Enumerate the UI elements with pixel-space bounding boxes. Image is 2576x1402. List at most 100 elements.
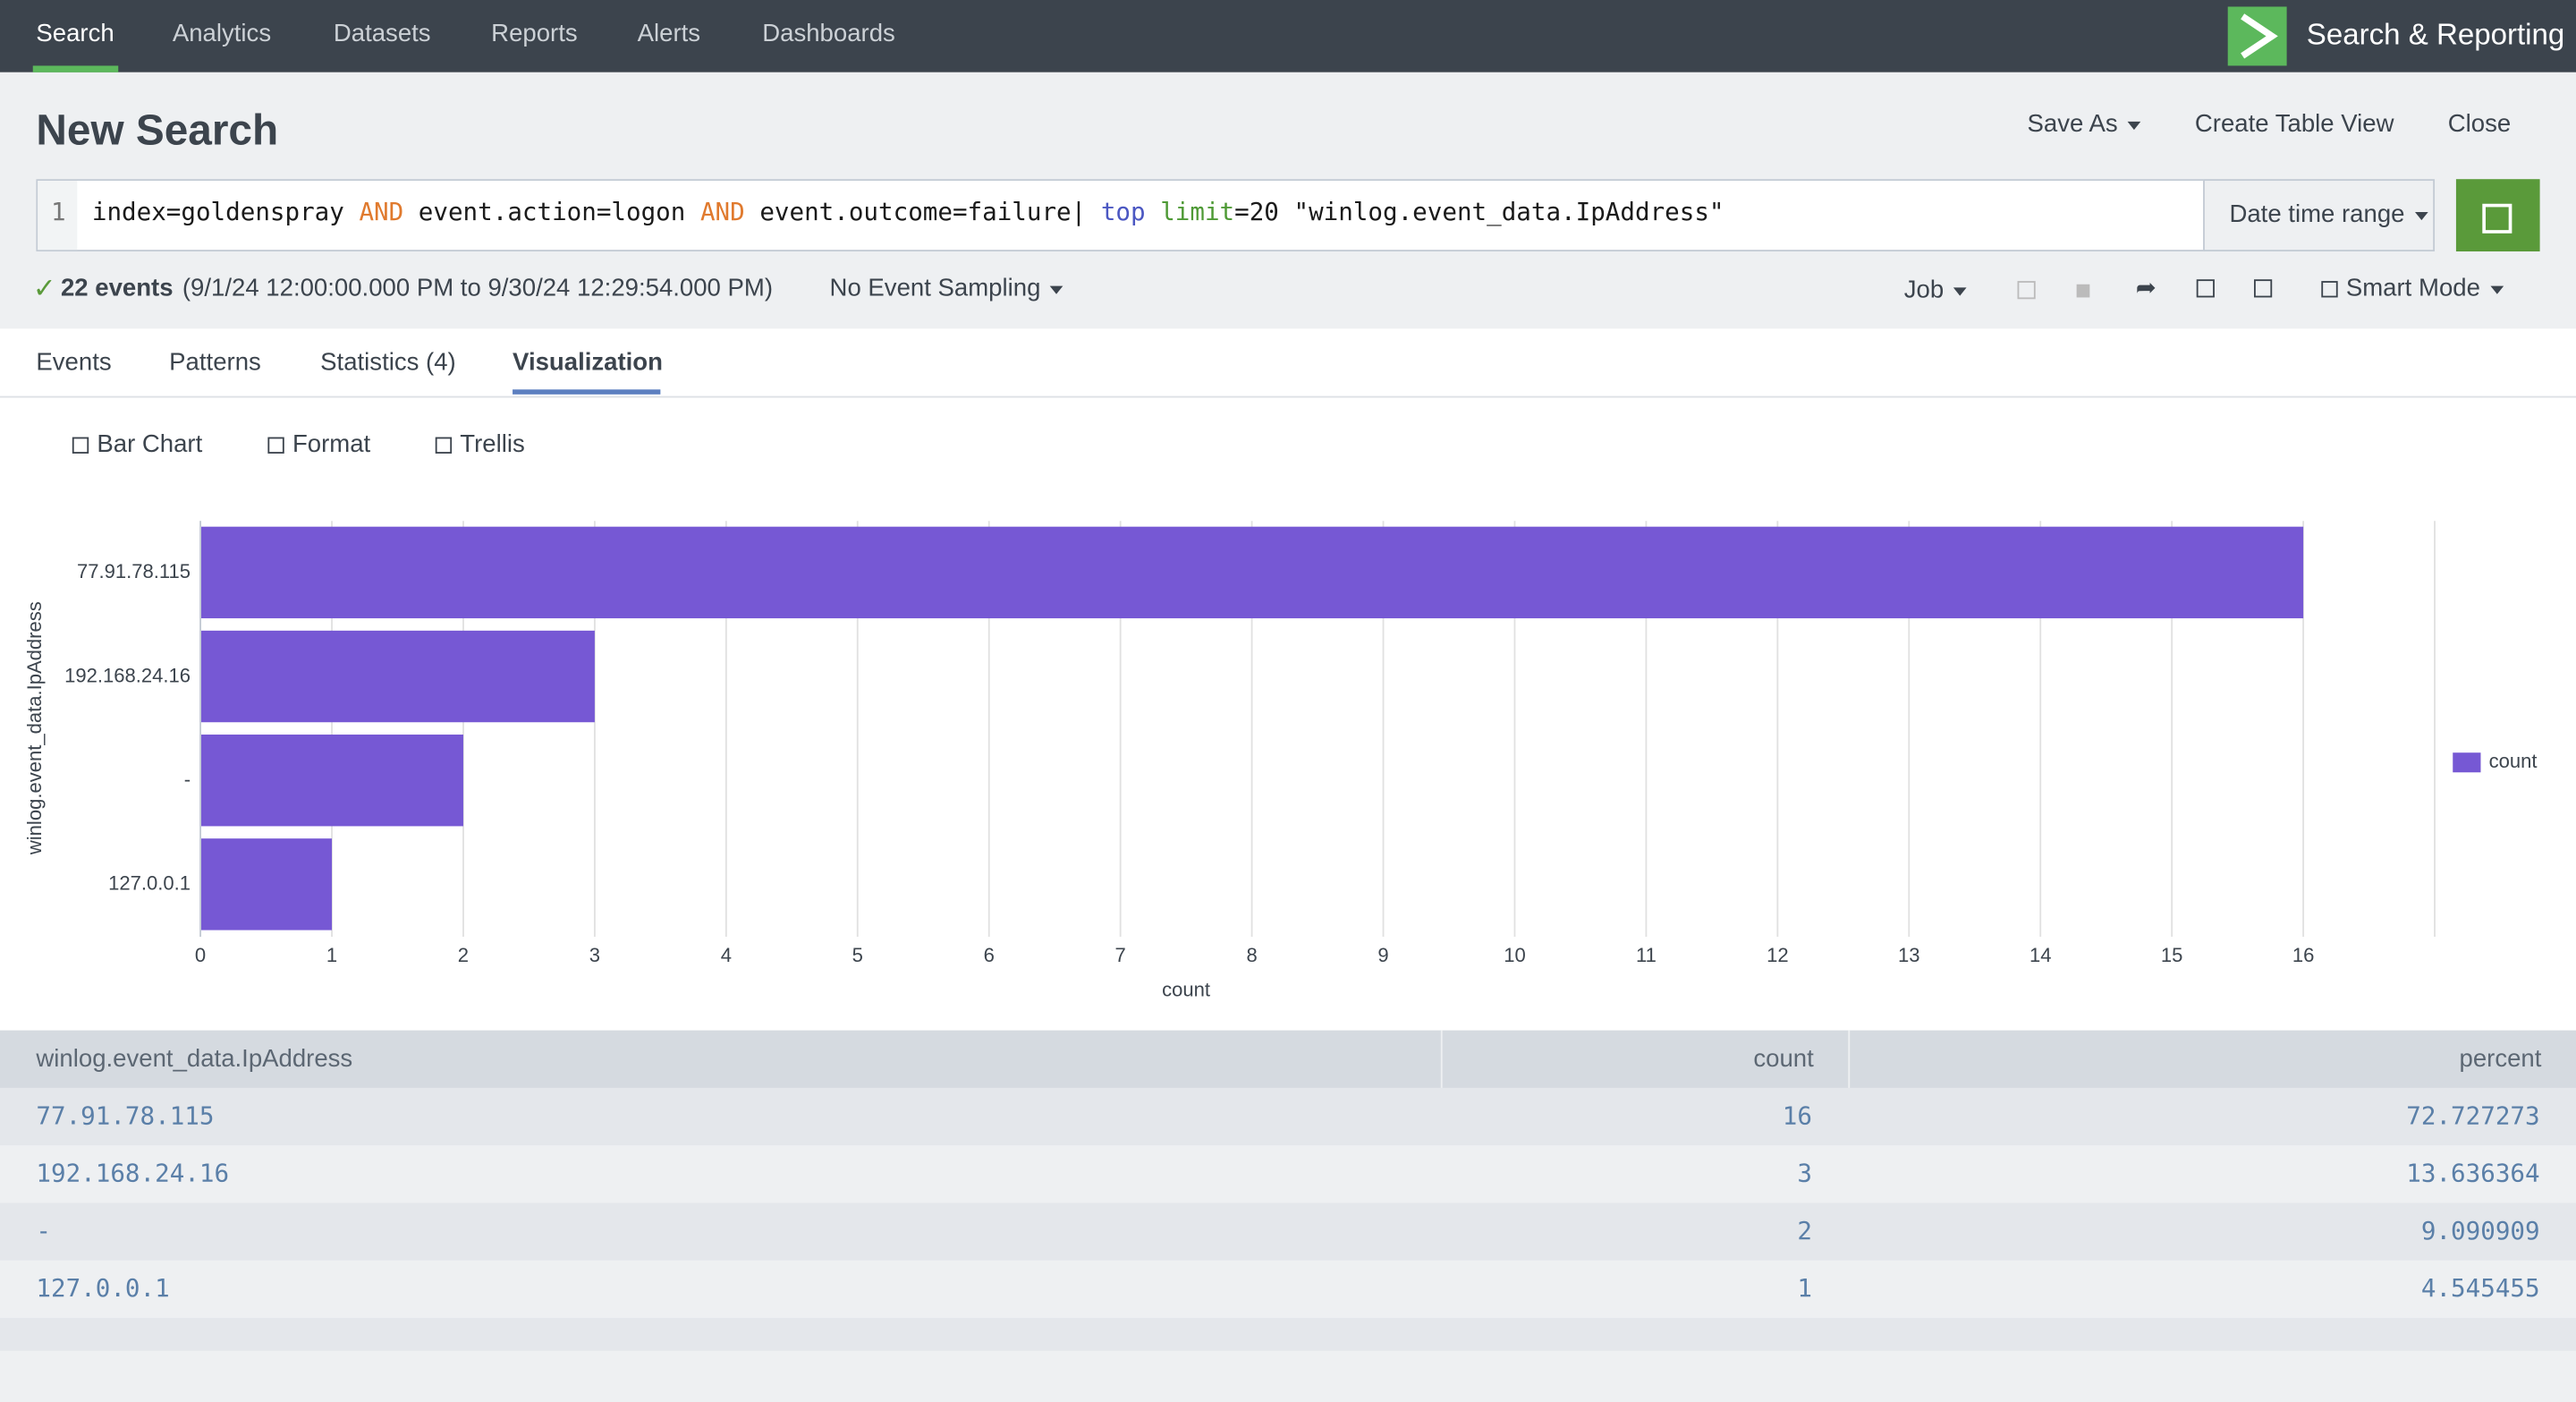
table-cell: 3 [1797, 1158, 1812, 1188]
x-tick-label: 0 [195, 944, 206, 966]
table-cell[interactable]: 192.168.24.16 [36, 1158, 230, 1188]
x-tick-label: 6 [984, 944, 995, 966]
export-icon[interactable] [2254, 279, 2273, 298]
x-tick-label: 2 [458, 944, 469, 966]
app-logo[interactable] [2227, 6, 2287, 66]
table-cell: 72.727273 [2406, 1100, 2540, 1131]
app-name[interactable]: Search & Reporting [2306, 18, 2565, 51]
column-header[interactable]: count [1440, 1030, 1850, 1088]
bar [200, 526, 2304, 619]
tab-bar [0, 328, 2576, 398]
check-icon: ✓ [32, 272, 56, 304]
event-count: 22 events [60, 274, 174, 302]
print-icon[interactable] [2196, 279, 2215, 298]
chart: 0 1 2 3 4 5 6 7 8 9 10 11 12 13 14 15 1677.91.78.115192.… [23, 521, 2538, 1000]
table-row [0, 1030, 2576, 1088]
x-tick-label: 5 [852, 944, 863, 966]
bar [200, 735, 463, 827]
nav-bar [0, 0, 2576, 72]
viz-option[interactable]: Trellis [435, 430, 525, 459]
header-action[interactable]: Close [2447, 110, 2512, 139]
x-tick-label: 7 [1115, 944, 1126, 966]
job-menu[interactable]: Job [1904, 276, 1967, 304]
time-range-label: Date time range [2229, 200, 2405, 229]
y-tick-label: 192.168.24.16 [64, 664, 191, 686]
table-cell: 9.090909 [2420, 1216, 2540, 1246]
table-row [0, 1202, 2576, 1261]
viz-option[interactable]: Bar Chart [72, 430, 202, 458]
table-cell[interactable]: - [36, 1216, 51, 1246]
table-cell: 2 [1797, 1216, 1812, 1246]
viz-option-label: Bar Chart [97, 430, 203, 459]
x-tick-label: 11 [1636, 944, 1657, 966]
header-action[interactable]: Create Table View [2194, 110, 2394, 139]
share-icon[interactable]: ➦ [2135, 274, 2157, 302]
bar [200, 838, 333, 930]
table-cell: 1 [1797, 1273, 1812, 1304]
tab[interactable]: Visualization [513, 348, 663, 377]
line-number: 1 [50, 197, 66, 227]
mode-menu[interactable]: Smart Mode [2321, 275, 2503, 302]
column-header[interactable]: winlog.event_data.IpAddress [36, 1045, 353, 1074]
nav-item[interactable]: Analytics [172, 20, 272, 48]
legend-label: count [2489, 750, 2538, 772]
pause-icon[interactable] [2017, 281, 2036, 300]
y-axis-label: winlog.event_data.IpAddress [23, 601, 46, 855]
mode-label: Smart Mode [2345, 274, 2480, 302]
time-range[interactable]: Date time range [2203, 179, 2436, 252]
search-button[interactable] [2455, 179, 2540, 252]
search-box[interactable] [36, 179, 2205, 252]
nav-item[interactable]: Reports [491, 20, 578, 48]
viz-option[interactable]: Format [267, 430, 370, 458]
viz-option-label: Trellis [460, 430, 525, 459]
table-cell[interactable]: 77.91.78.115 [36, 1100, 215, 1131]
x-tick-label: 4 [721, 944, 732, 966]
nav-item[interactable]: Search [36, 20, 114, 48]
x-axis-label: count [1162, 978, 1210, 1000]
x-tick-label: 15 [2161, 944, 2183, 966]
page-title: New Search [36, 105, 279, 155]
viz-option-label: Format [292, 430, 371, 459]
table-row [0, 1087, 2576, 1146]
query-token: AND [359, 197, 404, 227]
query-token: AND [699, 197, 745, 227]
query-token: index=goldenspray [91, 197, 360, 227]
job-label: Job [1903, 276, 1945, 304]
tab-underline [513, 389, 661, 395]
nav-item[interactable]: Alerts [637, 20, 701, 48]
y-tick-label: 77.91.78.115 [77, 560, 191, 582]
query-token: event.action=logon [403, 197, 700, 227]
x-tick-label: 12 [1767, 944, 1789, 966]
column-header[interactable]: percent [1848, 1030, 2576, 1088]
x-tick-label: 16 [2292, 944, 2315, 966]
stop-icon[interactable] [2076, 284, 2090, 298]
sampling-label: No Event Sampling [829, 274, 1041, 302]
query-token: top [1100, 197, 1146, 227]
table-cell: 13.636364 [2406, 1158, 2540, 1188]
y-tick-label: 127.0.0.1 [108, 872, 191, 895]
gutter [38, 181, 78, 251]
x-tick-label: 10 [1504, 944, 1526, 966]
x-tick-label: 8 [1246, 944, 1257, 966]
table-cell: 4.545455 [2420, 1273, 2540, 1304]
table-row [0, 1260, 2576, 1319]
x-tick-label: 14 [2029, 944, 2052, 966]
tab[interactable]: Patterns [169, 348, 261, 377]
table-cell: 16 [1782, 1100, 1812, 1131]
tab[interactable]: Events [36, 348, 112, 377]
legend-swatch [2453, 752, 2481, 773]
header-action[interactable]: Save As [2028, 110, 2141, 138]
event-range: (9/1/24 12:00:00.000 PM to 9/30/24 12:29… [182, 274, 774, 302]
table-row [0, 1318, 2576, 1351]
nav-item[interactable]: Datasets [333, 20, 431, 48]
tab[interactable]: Statistics (4) [320, 348, 456, 377]
nav-item[interactable]: Dashboards [762, 20, 895, 48]
x-tick-label: 13 [1898, 944, 1920, 966]
sampling[interactable]: No Event Sampling [830, 275, 1064, 302]
query[interactable]: index=goldenspray AND event.action=logon… [92, 197, 1724, 226]
table-cell[interactable]: 127.0.0.1 [36, 1273, 170, 1304]
y-tick-label: - [184, 769, 191, 791]
query-token: limit [1145, 197, 1235, 227]
